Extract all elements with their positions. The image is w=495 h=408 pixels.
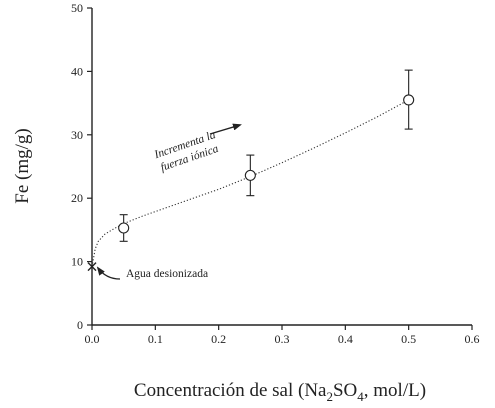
data-point [403, 94, 415, 106]
x-axis-title: Concentración de sal (Na2SO4, mol/L) [134, 380, 426, 404]
x-tick-label: 0.6 [465, 332, 480, 346]
ticks: 0.0 0.1 0.2 0.3 0.4 0.5 0.6 0 10 20 30 40 50 [71, 1, 480, 346]
x-tick-label: 0.1 [148, 332, 163, 346]
data-point [244, 169, 256, 181]
x-tick-label: 0.2 [211, 332, 226, 346]
data-point-group [244, 154, 256, 197]
y-tick-label: 0 [77, 318, 83, 332]
data-point-group [403, 69, 415, 130]
deionized-arrow [96, 266, 121, 280]
x-tick-label: 0.5 [401, 332, 416, 346]
increase-arrow [209, 123, 242, 135]
y-tick-label: 30 [71, 128, 83, 142]
y-axis-title: Fe (mg/g) [12, 128, 33, 203]
ionic-strength-annotation: Incrementa la fuerza iónica [152, 129, 220, 174]
deionized-water-label: Agua desionizada [126, 268, 208, 280]
y-tick-label: 50 [71, 1, 83, 15]
data-point-group [118, 214, 130, 242]
deionized-point [87, 262, 97, 272]
y-tick-label: 20 [71, 191, 83, 205]
data-point [118, 222, 130, 234]
x-tick-label: 0.3 [275, 332, 290, 346]
x-tick-label: 0.4 [338, 332, 353, 346]
data-points [87, 69, 415, 272]
y-tick-label: 10 [71, 255, 83, 269]
x-tick-label: 0.0 [85, 332, 100, 346]
y-tick-label: 40 [71, 64, 83, 78]
x-marker-stroke [87, 262, 97, 272]
